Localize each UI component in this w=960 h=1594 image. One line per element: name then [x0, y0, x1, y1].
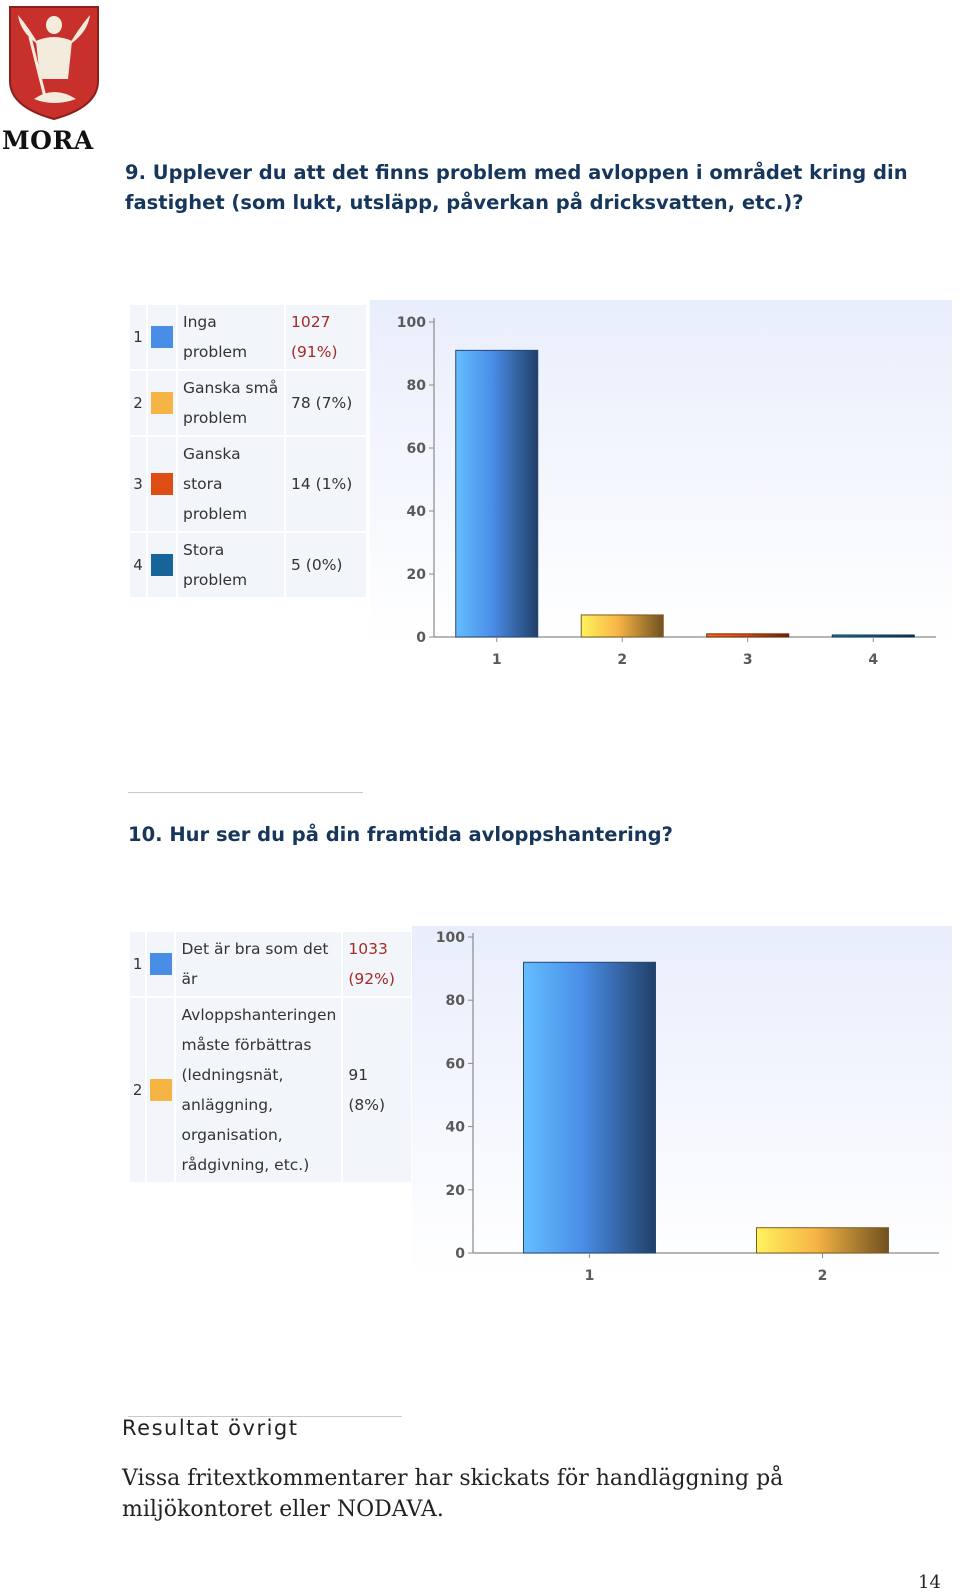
answer-label: Det är bra som det är	[176, 932, 342, 996]
answer-number: 3	[130, 437, 146, 531]
answer-count: 91 (8%)	[343, 998, 411, 1182]
x-tick-label: 2	[617, 652, 627, 668]
bar-2	[580, 614, 664, 638]
x-tick-label: 1	[585, 1268, 595, 1284]
results-body-text: Vissa fritextkommentarer har skickats fö…	[122, 1466, 784, 1522]
chart-background	[412, 926, 952, 1276]
answer-row: 4 Stora problem 5 (0%)	[130, 533, 366, 597]
answer-label: Avloppshanteringen måste förbättras (led…	[176, 998, 342, 1182]
divider	[128, 1416, 402, 1417]
answer-number: 4	[130, 533, 146, 597]
mora-coat-of-arms-logo	[6, 3, 102, 121]
answer-count: 5 (0%)	[286, 533, 366, 597]
answer-row: 2 Avloppshanteringen måste förbättras (l…	[130, 998, 411, 1182]
bar-1	[455, 349, 539, 638]
logo-text: MORA	[2, 126, 94, 155]
color-swatch	[151, 326, 173, 348]
answer-count: 14 (1%)	[286, 437, 366, 531]
y-tick-label: 80	[407, 378, 427, 394]
y-tick-label: 100	[436, 930, 465, 946]
answer-row: 1 Inga problem 1027 (91%)	[130, 305, 366, 369]
x-tick-label: 2	[818, 1268, 828, 1284]
answer-number: 2	[130, 371, 146, 435]
question-9-title: 9. Upplever du att det finns problem med…	[125, 161, 908, 214]
x-tick-label: 3	[743, 652, 753, 668]
bar-4	[831, 634, 915, 638]
answer-count: 78 (7%)	[286, 371, 366, 435]
answer-row: 2 Ganska små problem 78 (7%)	[130, 371, 366, 435]
question-10-bar-chart: 0 20 40 60 80 100 1 2	[412, 926, 952, 1284]
answer-number: 1	[130, 932, 146, 996]
y-tick-label: 40	[407, 504, 427, 520]
answer-label: Ganska små problem	[178, 371, 284, 435]
x-tick-label: 1	[492, 652, 502, 668]
results-heading: Resultat övrigt	[122, 1416, 299, 1440]
question-9-bar-chart: 0 20 40 60 80 100 1 2 3 4	[370, 300, 952, 668]
count-value: 1033	[348, 940, 388, 958]
y-tick-label: 20	[407, 567, 427, 583]
answer-label: Stora problem	[178, 533, 284, 597]
answer-label: Ganska stora problem	[178, 437, 284, 531]
answer-count: 1033 (92%)	[343, 932, 411, 996]
color-swatch	[151, 392, 173, 414]
question-9-answer-table: 1 Inga problem 1027 (91%) 2 Ganska små pr…	[128, 303, 368, 599]
answer-number: 2	[130, 998, 146, 1182]
y-tick-label: 60	[446, 1056, 466, 1072]
count-percent: (91%)	[291, 343, 338, 361]
answer-count: 1027 (91%)	[286, 305, 366, 369]
count-value: 1027	[291, 313, 331, 331]
color-swatch	[151, 554, 173, 576]
color-swatch	[151, 473, 173, 495]
y-tick-label: 0	[455, 1246, 465, 1262]
y-tick-label: 0	[416, 630, 426, 646]
color-swatch	[149, 1079, 172, 1101]
answer-label: Inga problem	[178, 305, 284, 369]
y-tick-label: 60	[407, 441, 427, 457]
answer-number: 1	[130, 305, 146, 369]
answer-row: 3 Ganska stora problem 14 (1%)	[130, 437, 366, 531]
question-10-title: 10. Hur ser du på din framtida avloppsha…	[128, 823, 673, 846]
x-tick-label: 4	[868, 652, 878, 668]
question-10-answer-table: 1 Det är bra som det är 1033 (92%) 2 Avlo…	[128, 930, 413, 1184]
bar-1	[523, 961, 656, 1254]
y-tick-label: 100	[397, 315, 426, 331]
answer-row: 1 Det är bra som det är 1033 (92%)	[130, 932, 411, 996]
count-percent: (92%)	[348, 970, 395, 988]
y-tick-label: 40	[446, 1120, 466, 1136]
bar-2	[756, 1227, 889, 1254]
color-swatch	[149, 953, 172, 975]
y-tick-label: 80	[446, 993, 466, 1009]
divider	[128, 792, 363, 793]
bar-3	[706, 633, 790, 638]
y-tick-label: 20	[446, 1183, 466, 1199]
page-number: 14	[918, 1572, 941, 1593]
